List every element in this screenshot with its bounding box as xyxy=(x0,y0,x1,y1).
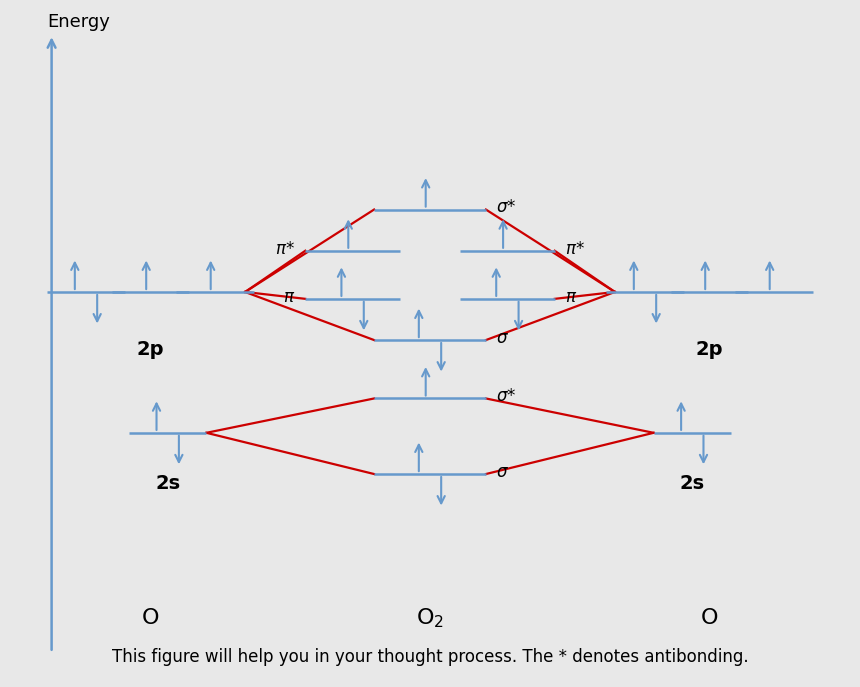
Text: $\pi$*: $\pi$* xyxy=(565,240,585,258)
Text: O$_2$: O$_2$ xyxy=(416,607,444,630)
Text: 2s: 2s xyxy=(155,474,181,493)
Text: 2p: 2p xyxy=(696,340,723,359)
Text: This figure will help you in your thought process. The * denotes antibonding.: This figure will help you in your though… xyxy=(112,649,748,666)
Text: $\pi$*: $\pi$* xyxy=(275,240,295,258)
Text: $\sigma$: $\sigma$ xyxy=(496,463,509,481)
Text: $\pi$: $\pi$ xyxy=(565,288,577,306)
Text: 2s: 2s xyxy=(679,474,705,493)
Text: $\sigma$: $\sigma$ xyxy=(496,329,509,347)
Text: 2p: 2p xyxy=(137,340,164,359)
Text: O: O xyxy=(701,608,718,629)
Text: O: O xyxy=(142,608,159,629)
Text: $\pi$: $\pi$ xyxy=(283,288,295,306)
Text: Energy: Energy xyxy=(47,13,110,31)
Text: $\sigma$*: $\sigma$* xyxy=(496,199,517,216)
Text: $\sigma$*: $\sigma$* xyxy=(496,387,517,405)
